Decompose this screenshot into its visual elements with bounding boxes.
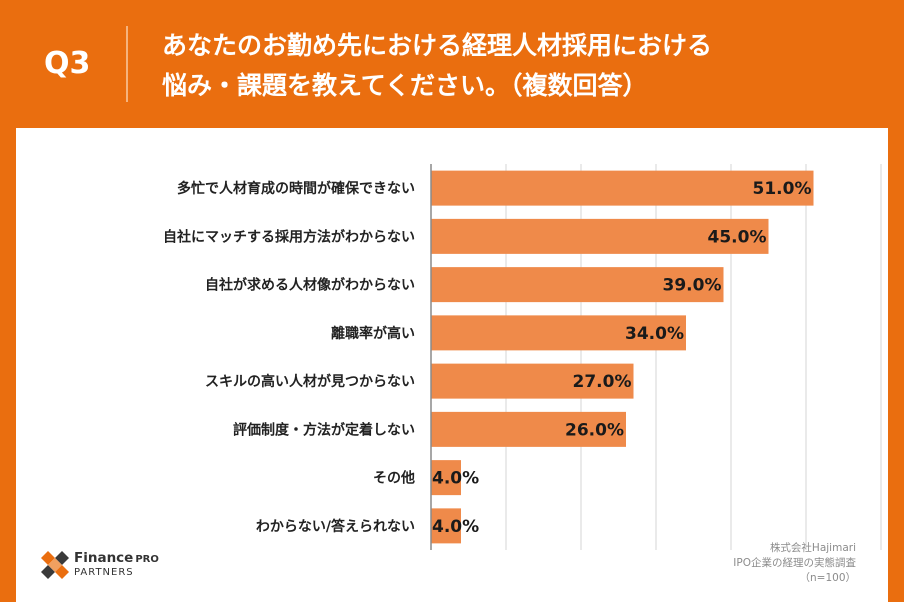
source-credit: 株式会社Hajimari IPO企業の経理の実態調査 （n=100） <box>733 541 856 586</box>
category-label: 評価制度・方法が定着しない <box>233 421 415 438</box>
value-label: 45.0% <box>708 227 767 247</box>
logo-suffix: PRO <box>135 554 159 565</box>
bar <box>431 460 461 496</box>
logo-mark-icon <box>41 551 69 579</box>
category-label: スキルの高い人材が見つからない <box>205 373 415 390</box>
logo-name-text: Finance <box>74 550 134 566</box>
page-title: あなたのお勤め先における経理人材採用における 悩み・課題を教えてください。（複数… <box>162 26 882 106</box>
bar-chart: 多忙で人材育成の時間が確保できない 51.0% 自社にマッチする採用方法がわからない… <box>163 164 882 550</box>
chart-panel: 多忙で人材育成の時間が確保できない 51.0% 自社にマッチする採用方法がわからない… <box>16 128 888 602</box>
logo-subtitle: PARTNERS <box>74 567 134 578</box>
category-label: 離職率が高い <box>331 325 415 342</box>
header-divider <box>126 26 128 102</box>
title-line-2: 悩み・課題を教えてください。（複数回答） <box>162 71 648 100</box>
bar <box>431 363 634 399</box>
category-label: 多忙で人材育成の時間が確保できない <box>177 180 415 197</box>
category-label: わからない/答えられない <box>256 518 415 535</box>
credit-company: 株式会社Hajimari <box>769 542 856 554</box>
value-label: 4.0% <box>432 517 479 537</box>
value-label: 34.0% <box>625 324 684 344</box>
header: Q3 あなたのお勤め先における経理人材採用における 悩み・課題を教えてください。… <box>0 0 904 128</box>
question-number: Q3 <box>44 46 91 81</box>
category-label: 自社が求める人材像がわからない <box>205 277 415 294</box>
credit-sample-size: （n=100） <box>799 572 857 584</box>
logo-name: Finance PRO <box>74 550 159 566</box>
value-label: 26.0% <box>565 420 624 440</box>
bar <box>431 411 626 447</box>
value-label: 4.0% <box>432 469 479 489</box>
category-label: その他 <box>373 470 415 487</box>
bar <box>431 508 461 544</box>
value-label: 27.0% <box>573 372 632 392</box>
finance-pro-partners-logo: Finance PRO PARTNERS <box>40 548 200 584</box>
value-label: 39.0% <box>663 276 722 296</box>
bar <box>431 218 769 254</box>
value-label: 51.0% <box>753 179 812 199</box>
bar <box>431 170 814 206</box>
credit-survey: IPO企業の経理の実態調査 <box>733 557 856 569</box>
category-label: 自社にマッチする採用方法がわからない <box>163 228 415 245</box>
title-line-1: あなたのお勤め先における経理人材採用における <box>162 31 713 60</box>
bar <box>431 267 724 303</box>
bar <box>431 315 686 351</box>
